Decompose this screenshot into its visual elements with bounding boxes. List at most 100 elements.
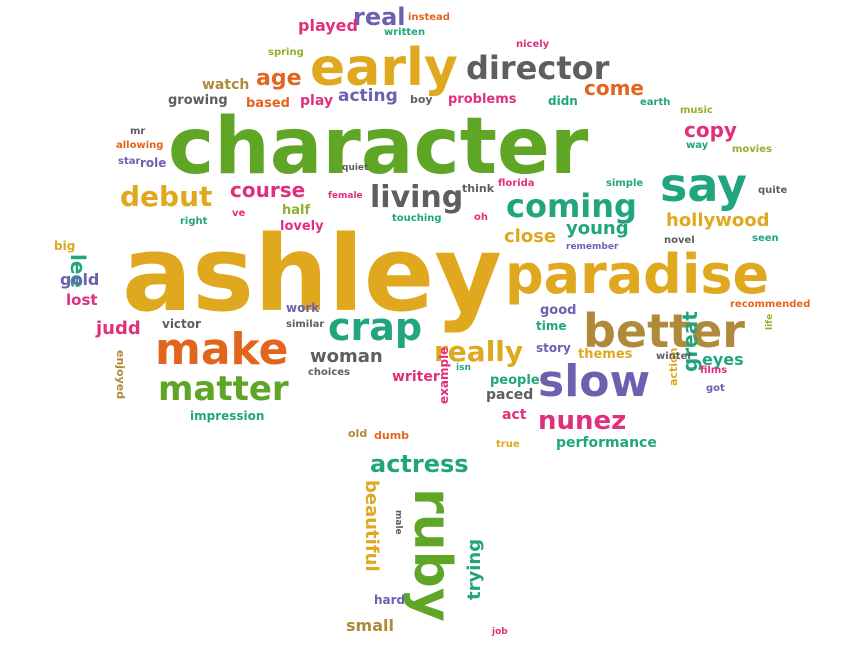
cloud-word: eyes (702, 350, 744, 369)
cloud-word: character (168, 102, 589, 192)
cloud-word: growing (168, 93, 228, 108)
cloud-word: trying (464, 538, 485, 600)
cloud-word: slow (538, 356, 651, 407)
cloud-word: say (660, 158, 747, 212)
cloud-word: actress (370, 450, 469, 478)
cloud-word: choices (308, 367, 351, 378)
cloud-word: early (310, 38, 458, 98)
cloud-word: florida (498, 178, 535, 189)
cloud-word: act (502, 407, 527, 423)
cloud-word: touching (392, 213, 442, 224)
cloud-word: story (536, 341, 571, 355)
cloud-word: movies (732, 144, 772, 155)
cloud-word: close (504, 226, 557, 247)
cloud-word: right (180, 216, 208, 227)
cloud-word: remember (566, 242, 619, 252)
cloud-word: novel (664, 235, 695, 246)
cloud-word: didn (548, 94, 578, 108)
cloud-word: ruby (402, 488, 462, 622)
cloud-word: nunez (538, 406, 627, 436)
cloud-word: written (384, 27, 426, 38)
cloud-word: instead (408, 12, 450, 23)
cloud-word: isn (456, 363, 471, 373)
cloud-word: mr (130, 126, 146, 137)
cloud-word: age (256, 66, 302, 91)
cloud-word: problems (448, 92, 517, 107)
cloud-word: ashley (122, 213, 503, 335)
cloud-word: seen (752, 233, 779, 244)
cloud-word: lovely (280, 219, 324, 234)
cloud-word: gold (60, 270, 100, 289)
cloud-word: themes (578, 347, 633, 362)
cloud-word: coming (506, 187, 637, 225)
cloud-word: crap (328, 305, 423, 349)
cloud-word: young (566, 218, 629, 239)
cloud-word: true (496, 439, 520, 450)
cloud-word: based (246, 96, 290, 111)
cloud-word: ve (232, 208, 246, 219)
cloud-word: great (678, 311, 702, 372)
cloud-word: job (492, 627, 508, 637)
cloud-word: life (765, 313, 775, 330)
cloud-word: half (282, 203, 311, 218)
cloud-word: similar (286, 319, 325, 330)
cloud-word: writer (392, 369, 440, 385)
cloud-word: make (155, 324, 289, 375)
cloud-word: paradise (505, 243, 770, 306)
cloud-word: matter (158, 369, 289, 409)
cloud-word: better (583, 304, 745, 358)
cloud-word: earth (640, 97, 671, 108)
cloud-word: spring (268, 47, 304, 58)
cloud-word: enjoyed (114, 350, 127, 400)
cloud-word: performance (556, 435, 657, 451)
cloud-word: impression (190, 409, 265, 423)
cloud-word: male (393, 510, 403, 535)
cloud-word: woman (310, 346, 383, 367)
cloud-word: hard (374, 593, 406, 607)
cloud-word: really (434, 335, 524, 368)
cloud-word: got (706, 383, 725, 394)
cloud-word: beautiful (361, 480, 382, 572)
cloud-word: real (353, 3, 406, 31)
cloud-word: female (328, 191, 363, 201)
cloud-word: judd (96, 318, 141, 339)
cloud-word: recommended (730, 299, 811, 310)
cloud-word: hollywood (666, 210, 770, 231)
cloud-word: example (437, 346, 451, 404)
cloud-word: oh (474, 212, 488, 223)
cloud-word: quiet (342, 163, 369, 173)
cloud-word: think (462, 182, 495, 195)
cloud-word: role (140, 156, 167, 170)
cloud-word: debut (120, 180, 213, 213)
cloud-word: winter (656, 351, 693, 362)
cloud-word: music (680, 105, 713, 116)
cloud-word: come (584, 76, 644, 100)
cloud-word: living (370, 180, 464, 215)
cloud-word: watch (202, 77, 250, 93)
cloud-word: played (298, 16, 358, 35)
cloud-word: old (348, 427, 368, 440)
cloud-word: acting (338, 86, 398, 106)
cloud-word: work (286, 301, 320, 315)
cloud-word: way (686, 140, 709, 151)
cloud-word: star (118, 156, 141, 167)
cloud-word: lost (66, 291, 98, 309)
cloud-word: copy (684, 118, 737, 142)
cloud-word: big (54, 239, 76, 253)
cloud-word: people (490, 373, 540, 388)
cloud-word: dumb (374, 429, 410, 442)
cloud-word: time (536, 319, 567, 333)
cloud-word: simple (606, 178, 644, 189)
cloud-word: films (700, 365, 728, 376)
cloud-word: small (346, 616, 394, 635)
cloud-word: boy (410, 93, 433, 106)
cloud-word: allowing (116, 140, 164, 151)
cloud-word: paced (486, 387, 534, 403)
cloud-word: play (300, 93, 333, 109)
cloud-word: good (540, 303, 577, 318)
cloud-word: course (230, 178, 306, 202)
cloud-word: nicely (516, 39, 550, 50)
cloud-word: quite (758, 185, 788, 196)
cloud-word: director (466, 49, 610, 87)
